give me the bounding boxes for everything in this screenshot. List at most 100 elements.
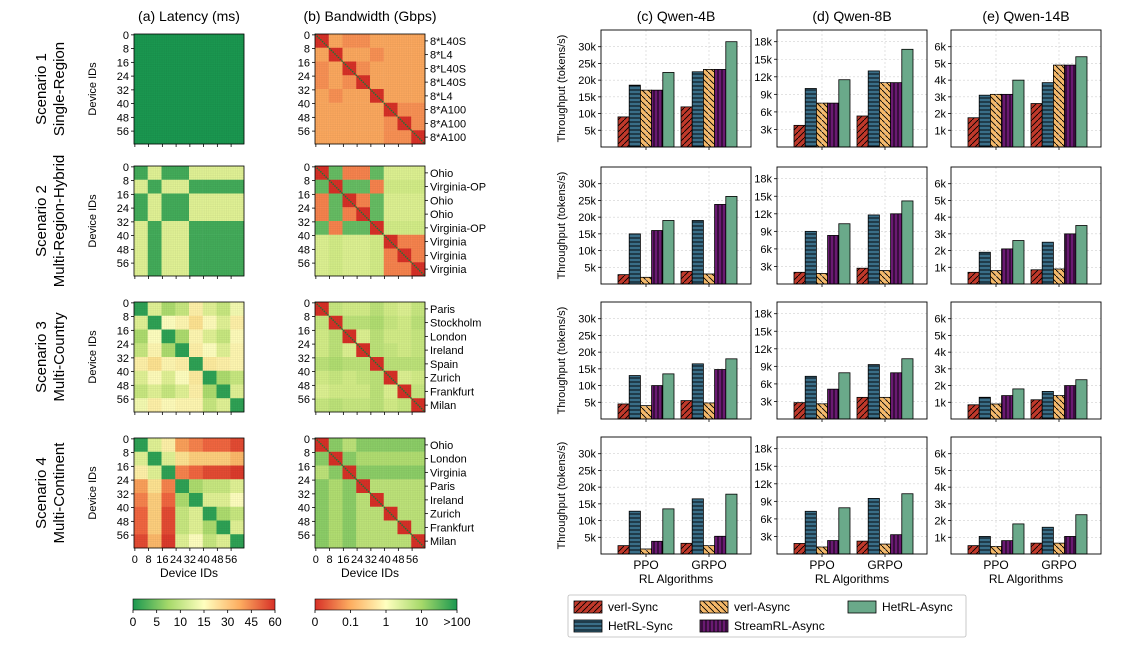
y-tick-label: 9k — [760, 361, 772, 373]
legend-label: StreamRL-Async — [734, 619, 825, 633]
heatmap-frame — [314, 33, 426, 145]
x-tick-label: 0 — [313, 554, 319, 566]
y-tick-label: 48 — [298, 516, 310, 528]
device-group-label: Virginia — [430, 250, 467, 262]
y-tick-label: 5k — [934, 465, 946, 477]
y-tick-label: 5k — [934, 330, 946, 342]
bar-HetRL-Async — [725, 196, 738, 285]
heatmap-ylabel: Device IDs — [87, 466, 99, 520]
bar-chart-panels: (c) Qwen-4B (d) Qwen-8B (e) Qwen-14B Throug… — [556, 8, 1102, 586]
y-tick-label: 10k — [578, 246, 596, 258]
heatmap-title: (b) Bandwidth (Gbps) — [303, 8, 436, 24]
scenario-label-line1: Scenario 2 — [33, 185, 50, 257]
y-tick-label: 5k — [584, 262, 596, 274]
bar-panel-frame — [776, 436, 928, 555]
x-tick-label: 48 — [392, 554, 404, 566]
bar-hatch — [1064, 385, 1076, 419]
x-tick-label: PPO — [983, 558, 1008, 572]
y-tick-label: 1k — [934, 125, 946, 137]
y-tick-label: 25k — [578, 330, 596, 342]
y-tick-label: 0 — [304, 30, 310, 42]
y-tick-label: 15k — [754, 326, 772, 338]
bar-HetRL-Async — [662, 508, 675, 555]
y-tick-label: 30k — [578, 179, 596, 191]
bar-HetRL-Async — [838, 79, 851, 148]
legend-label: verl-Async — [734, 600, 790, 614]
heatmap-frame — [314, 165, 426, 277]
bar-panel-frame — [950, 301, 1102, 420]
x-tick-label: 24 — [170, 554, 182, 566]
y-tick-label: 18k — [754, 309, 772, 321]
y-tick-label: 20k — [578, 75, 596, 87]
y-tick-label: 6k — [760, 514, 772, 526]
latency-colorbar-tick-label: 45 — [245, 615, 259, 629]
bar-hatch — [1001, 395, 1013, 419]
heatmap-grid — [315, 438, 425, 548]
device-group-label: 8*L40S — [430, 36, 466, 48]
bar-hatch — [805, 376, 817, 419]
bar-HetRL-Async — [662, 373, 675, 420]
bandwidth-colorbar-tick-label: >100 — [443, 615, 470, 629]
bar-xlabel: RL Algorithms — [815, 572, 889, 586]
bandwidth-colorbar-bar — [314, 598, 458, 611]
heatmap-grid — [315, 34, 425, 144]
y-tick-label: 2k — [934, 109, 946, 121]
y-tick-label: 24 — [117, 71, 129, 83]
bar-hatch — [1042, 391, 1054, 419]
bandwidth-colorbar-tick-label: 1 — [383, 615, 390, 629]
bar-hatch — [640, 405, 652, 419]
y-tick-label: 32 — [298, 217, 310, 229]
bar-hatch — [640, 548, 652, 554]
scenario-label-line1: Scenario 1 — [33, 53, 50, 125]
y-tick-label: 24 — [117, 339, 129, 351]
y-tick-label: 18k — [754, 174, 772, 186]
y-tick-label: 24 — [298, 475, 310, 487]
bar-ylabel: Throughput (tokens/s) — [556, 35, 568, 143]
y-tick-label: 56 — [298, 530, 310, 542]
device-group-label: London — [430, 454, 467, 466]
x-tick-label: 32 — [365, 554, 377, 566]
y-tick-label: 15k — [578, 92, 596, 104]
bar-hatch — [868, 498, 880, 554]
bar-hatch — [879, 270, 891, 284]
y-tick-label: 6k — [760, 244, 772, 256]
y-tick-label: 56 — [298, 258, 310, 270]
y-tick-label: 0 — [304, 298, 310, 310]
bar-hatch — [714, 204, 726, 284]
legend-label: HetRL-Sync — [608, 619, 673, 633]
bar-HetRL-Async — [1012, 240, 1025, 285]
bar-hatch — [629, 511, 641, 554]
y-tick-label: 48 — [117, 516, 129, 528]
y-tick-label: 20k — [578, 212, 596, 224]
bar-hatch — [692, 498, 704, 554]
device-group-label: 8*L4 — [430, 91, 453, 103]
bar-hatch — [692, 220, 704, 284]
bar-hatch — [681, 543, 693, 554]
y-tick-label: 30k — [578, 314, 596, 326]
y-tick-label: 2k — [934, 516, 946, 528]
heatmap-panels: (a) Latency (ms) (b) Bandwidth (Gbps) Scen… — [33, 8, 486, 580]
legend-hatch — [574, 601, 602, 613]
device-group-label: 8*A100 — [430, 132, 466, 144]
x-tick-label: 24 — [351, 554, 363, 566]
bar-hatch — [618, 274, 630, 284]
bar-hatch — [794, 543, 806, 554]
y-tick-label: 12k — [754, 209, 772, 221]
bar-hatch — [857, 397, 869, 419]
y-tick-label: 0 — [123, 30, 129, 42]
bar-HetRL-Async — [725, 493, 738, 555]
heatmap-xlabel: Device IDs — [341, 566, 399, 580]
bar-hatch — [890, 372, 902, 419]
bar-ylabel: Throughput (tokens/s) — [556, 172, 568, 280]
y-tick-label: 2k — [934, 246, 946, 258]
x-tick-label: 48 — [211, 554, 223, 566]
bar-panel-title: (d) Qwen-8B — [812, 8, 891, 24]
bar-hatch — [651, 541, 663, 554]
bar-panel-frame — [776, 301, 928, 420]
y-tick-label: 24 — [298, 71, 310, 83]
y-tick-label: 24 — [117, 475, 129, 487]
bar-hatch — [979, 397, 991, 419]
device-group-label: Virginia — [430, 264, 467, 276]
bar-hatch — [1031, 399, 1043, 419]
device-group-label: 8*A100 — [430, 118, 466, 130]
